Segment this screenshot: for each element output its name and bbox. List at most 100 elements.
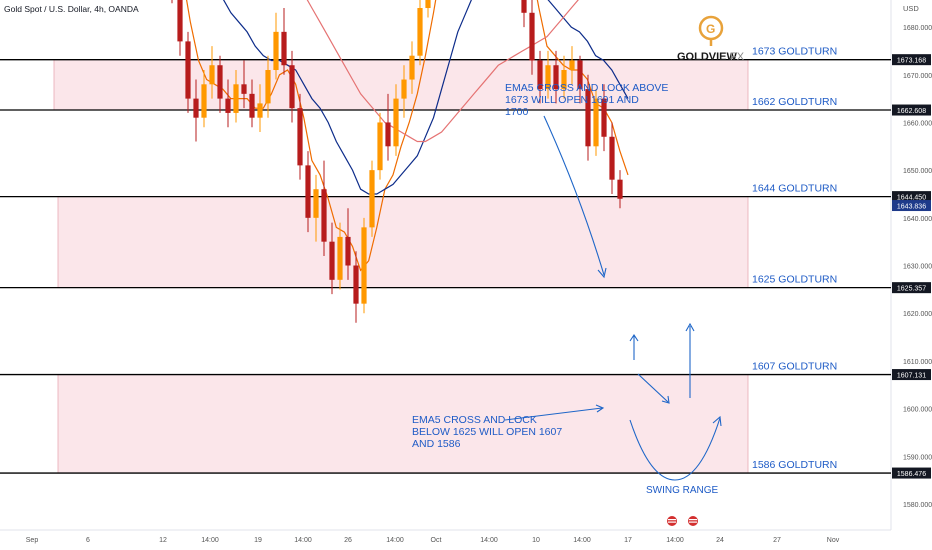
x-tick-label: 24 — [716, 537, 724, 544]
candle[interactable] — [217, 65, 223, 99]
candle[interactable] — [521, 0, 527, 13]
candle[interactable] — [377, 122, 383, 171]
level-label: 1662 GOLDTURN — [752, 96, 837, 108]
x-tick-label: 6 — [86, 537, 90, 544]
ema-line-ema50 — [306, 0, 579, 143]
candle[interactable] — [273, 31, 279, 71]
y-tick-label: 1670.000 — [903, 73, 932, 80]
x-tick-label: 14:00 — [666, 537, 684, 544]
candle[interactable] — [337, 236, 343, 280]
x-tick-label: 14:00 — [573, 537, 591, 544]
swing-arc-head — [712, 415, 722, 427]
axis-ticks: 1780.0001770.0001760.0001750.0001740.000… — [26, 25, 932, 544]
candle[interactable] — [409, 55, 415, 80]
candle[interactable] — [209, 65, 215, 85]
candle[interactable] — [313, 189, 319, 218]
price-tag-bg — [892, 191, 931, 203]
candle[interactable] — [177, 0, 183, 42]
candle[interactable] — [577, 60, 583, 90]
y-tick-label: 1630.000 — [903, 264, 932, 271]
ema-line-ema5 — [186, 0, 629, 272]
swing-arc — [629, 417, 721, 481]
price-tag: 1607.131 — [897, 373, 926, 380]
candle[interactable] — [225, 98, 231, 113]
candle[interactable] — [289, 65, 295, 109]
candle[interactable] — [329, 241, 335, 280]
annotation-ema5-above: EMA5 CROSS AND LOCK ABOVE 1673 WILL OPEN … — [505, 82, 668, 118]
y-tick-label: 1650.000 — [903, 168, 932, 175]
y-axis-unit: USD — [903, 4, 919, 13]
logo-suffix: FX — [730, 51, 745, 63]
price-tag-bg — [892, 104, 931, 116]
candle[interactable] — [321, 189, 327, 242]
x-tick-label: 14:00 — [201, 537, 219, 544]
price-levels — [0, 59, 891, 474]
candle[interactable] — [369, 170, 375, 228]
candle[interactable] — [601, 98, 607, 137]
current-price-tag-bg — [892, 200, 931, 212]
candle[interactable] — [529, 12, 535, 61]
arrow-up-tall-head — [685, 322, 695, 332]
candle[interactable] — [185, 41, 191, 99]
logo-letter: G — [706, 22, 715, 36]
candle[interactable] — [385, 122, 391, 147]
candle[interactable] — [265, 70, 271, 104]
candle[interactable] — [241, 84, 247, 94]
level-label: 1644 GOLDTURN — [752, 183, 837, 195]
x-tick-label: 12 — [159, 537, 167, 544]
candle[interactable] — [249, 93, 255, 118]
candle[interactable] — [345, 236, 351, 266]
level-label: 1625 GOLDTURN — [752, 274, 837, 286]
y-tick-label: 1640.000 — [903, 216, 932, 223]
candle[interactable] — [201, 84, 207, 118]
candle[interactable] — [193, 98, 199, 118]
candle[interactable] — [417, 8, 423, 56]
level-label: 1673 GOLDTURN — [752, 46, 837, 58]
candles — [171, 0, 623, 323]
candle[interactable] — [305, 165, 311, 218]
symbol-title: Gold Spot / U.S. Dollar, 4h, OANDA — [4, 4, 139, 14]
candle[interactable] — [609, 136, 615, 180]
x-tick-label: 17 — [624, 537, 632, 544]
us-flag-icon — [688, 516, 698, 526]
candle[interactable] — [537, 60, 543, 90]
y-tick-label: 1620.000 — [903, 311, 932, 318]
candle[interactable] — [617, 179, 623, 199]
price-tag-bg — [892, 282, 931, 294]
candle[interactable] — [281, 31, 287, 66]
us-flag-icon — [667, 516, 677, 526]
x-tick-label: 14:00 — [480, 537, 498, 544]
x-tick-label: 14:00 — [294, 537, 312, 544]
y-tick-label: 1590.000 — [903, 454, 932, 461]
arrow-head-1625 — [595, 404, 605, 413]
candle[interactable] — [553, 65, 559, 90]
price-tag-bg — [892, 54, 931, 66]
candle[interactable] — [561, 70, 567, 90]
price-tag: 1586.476 — [897, 471, 926, 478]
candle[interactable] — [425, 0, 431, 9]
price-tag: 1644.450 — [897, 195, 926, 202]
candle[interactable] — [569, 60, 575, 71]
candle[interactable] — [401, 79, 407, 99]
candle[interactable] — [585, 89, 591, 147]
candle[interactable] — [233, 84, 239, 113]
candle[interactable] — [593, 98, 599, 147]
candle[interactable] — [297, 108, 303, 166]
candle[interactable] — [393, 98, 399, 147]
candle[interactable] — [257, 103, 263, 118]
event-flags[interactable] — [667, 516, 698, 526]
annotation-swing-range: SWING RANGE — [646, 485, 719, 496]
y-tick-label: 1580.000 — [903, 502, 932, 509]
candle[interactable] — [545, 65, 551, 90]
candle[interactable] — [353, 265, 359, 304]
arrow-up-small-head — [629, 334, 639, 342]
supply-demand-zone — [53, 59, 749, 111]
price-tag: 1673.168 — [897, 58, 926, 65]
annotation-ema5-below: EMA5 CROSS AND LOCK BELOW 1625 WILL OPEN … — [412, 414, 562, 450]
x-tick-label: Sep — [26, 537, 39, 544]
arrow-down-right-head — [661, 395, 670, 404]
y-tick-label: 1600.000 — [903, 407, 932, 414]
candle[interactable] — [361, 227, 367, 304]
